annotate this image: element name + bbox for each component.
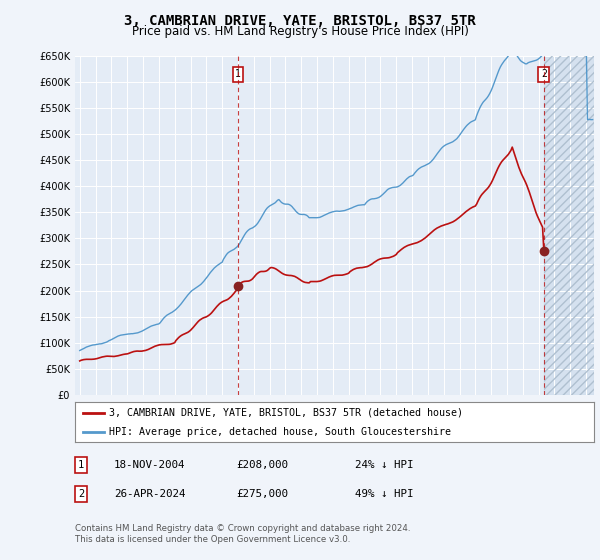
Text: 2: 2 bbox=[541, 69, 547, 80]
Text: 1: 1 bbox=[235, 69, 241, 80]
Text: £208,000: £208,000 bbox=[236, 460, 288, 470]
Bar bbox=[544, 56, 594, 395]
Text: 3, CAMBRIAN DRIVE, YATE, BRISTOL, BS37 5TR (detached house): 3, CAMBRIAN DRIVE, YATE, BRISTOL, BS37 5… bbox=[109, 408, 463, 418]
Text: Contains HM Land Registry data © Crown copyright and database right 2024.: Contains HM Land Registry data © Crown c… bbox=[75, 524, 410, 533]
Text: This data is licensed under the Open Government Licence v3.0.: This data is licensed under the Open Gov… bbox=[75, 535, 350, 544]
Text: 49% ↓ HPI: 49% ↓ HPI bbox=[355, 489, 414, 500]
Text: 3, CAMBRIAN DRIVE, YATE, BRISTOL, BS37 5TR: 3, CAMBRIAN DRIVE, YATE, BRISTOL, BS37 5… bbox=[124, 14, 476, 28]
Bar bbox=[544, 56, 594, 395]
Text: 18-NOV-2004: 18-NOV-2004 bbox=[114, 460, 185, 470]
Text: £275,000: £275,000 bbox=[236, 489, 288, 500]
Text: Price paid vs. HM Land Registry's House Price Index (HPI): Price paid vs. HM Land Registry's House … bbox=[131, 25, 469, 38]
Text: HPI: Average price, detached house, South Gloucestershire: HPI: Average price, detached house, Sout… bbox=[109, 427, 451, 436]
Text: 2: 2 bbox=[78, 489, 85, 500]
Text: 1: 1 bbox=[78, 460, 85, 470]
Text: 24% ↓ HPI: 24% ↓ HPI bbox=[355, 460, 414, 470]
Text: 26-APR-2024: 26-APR-2024 bbox=[114, 489, 185, 500]
